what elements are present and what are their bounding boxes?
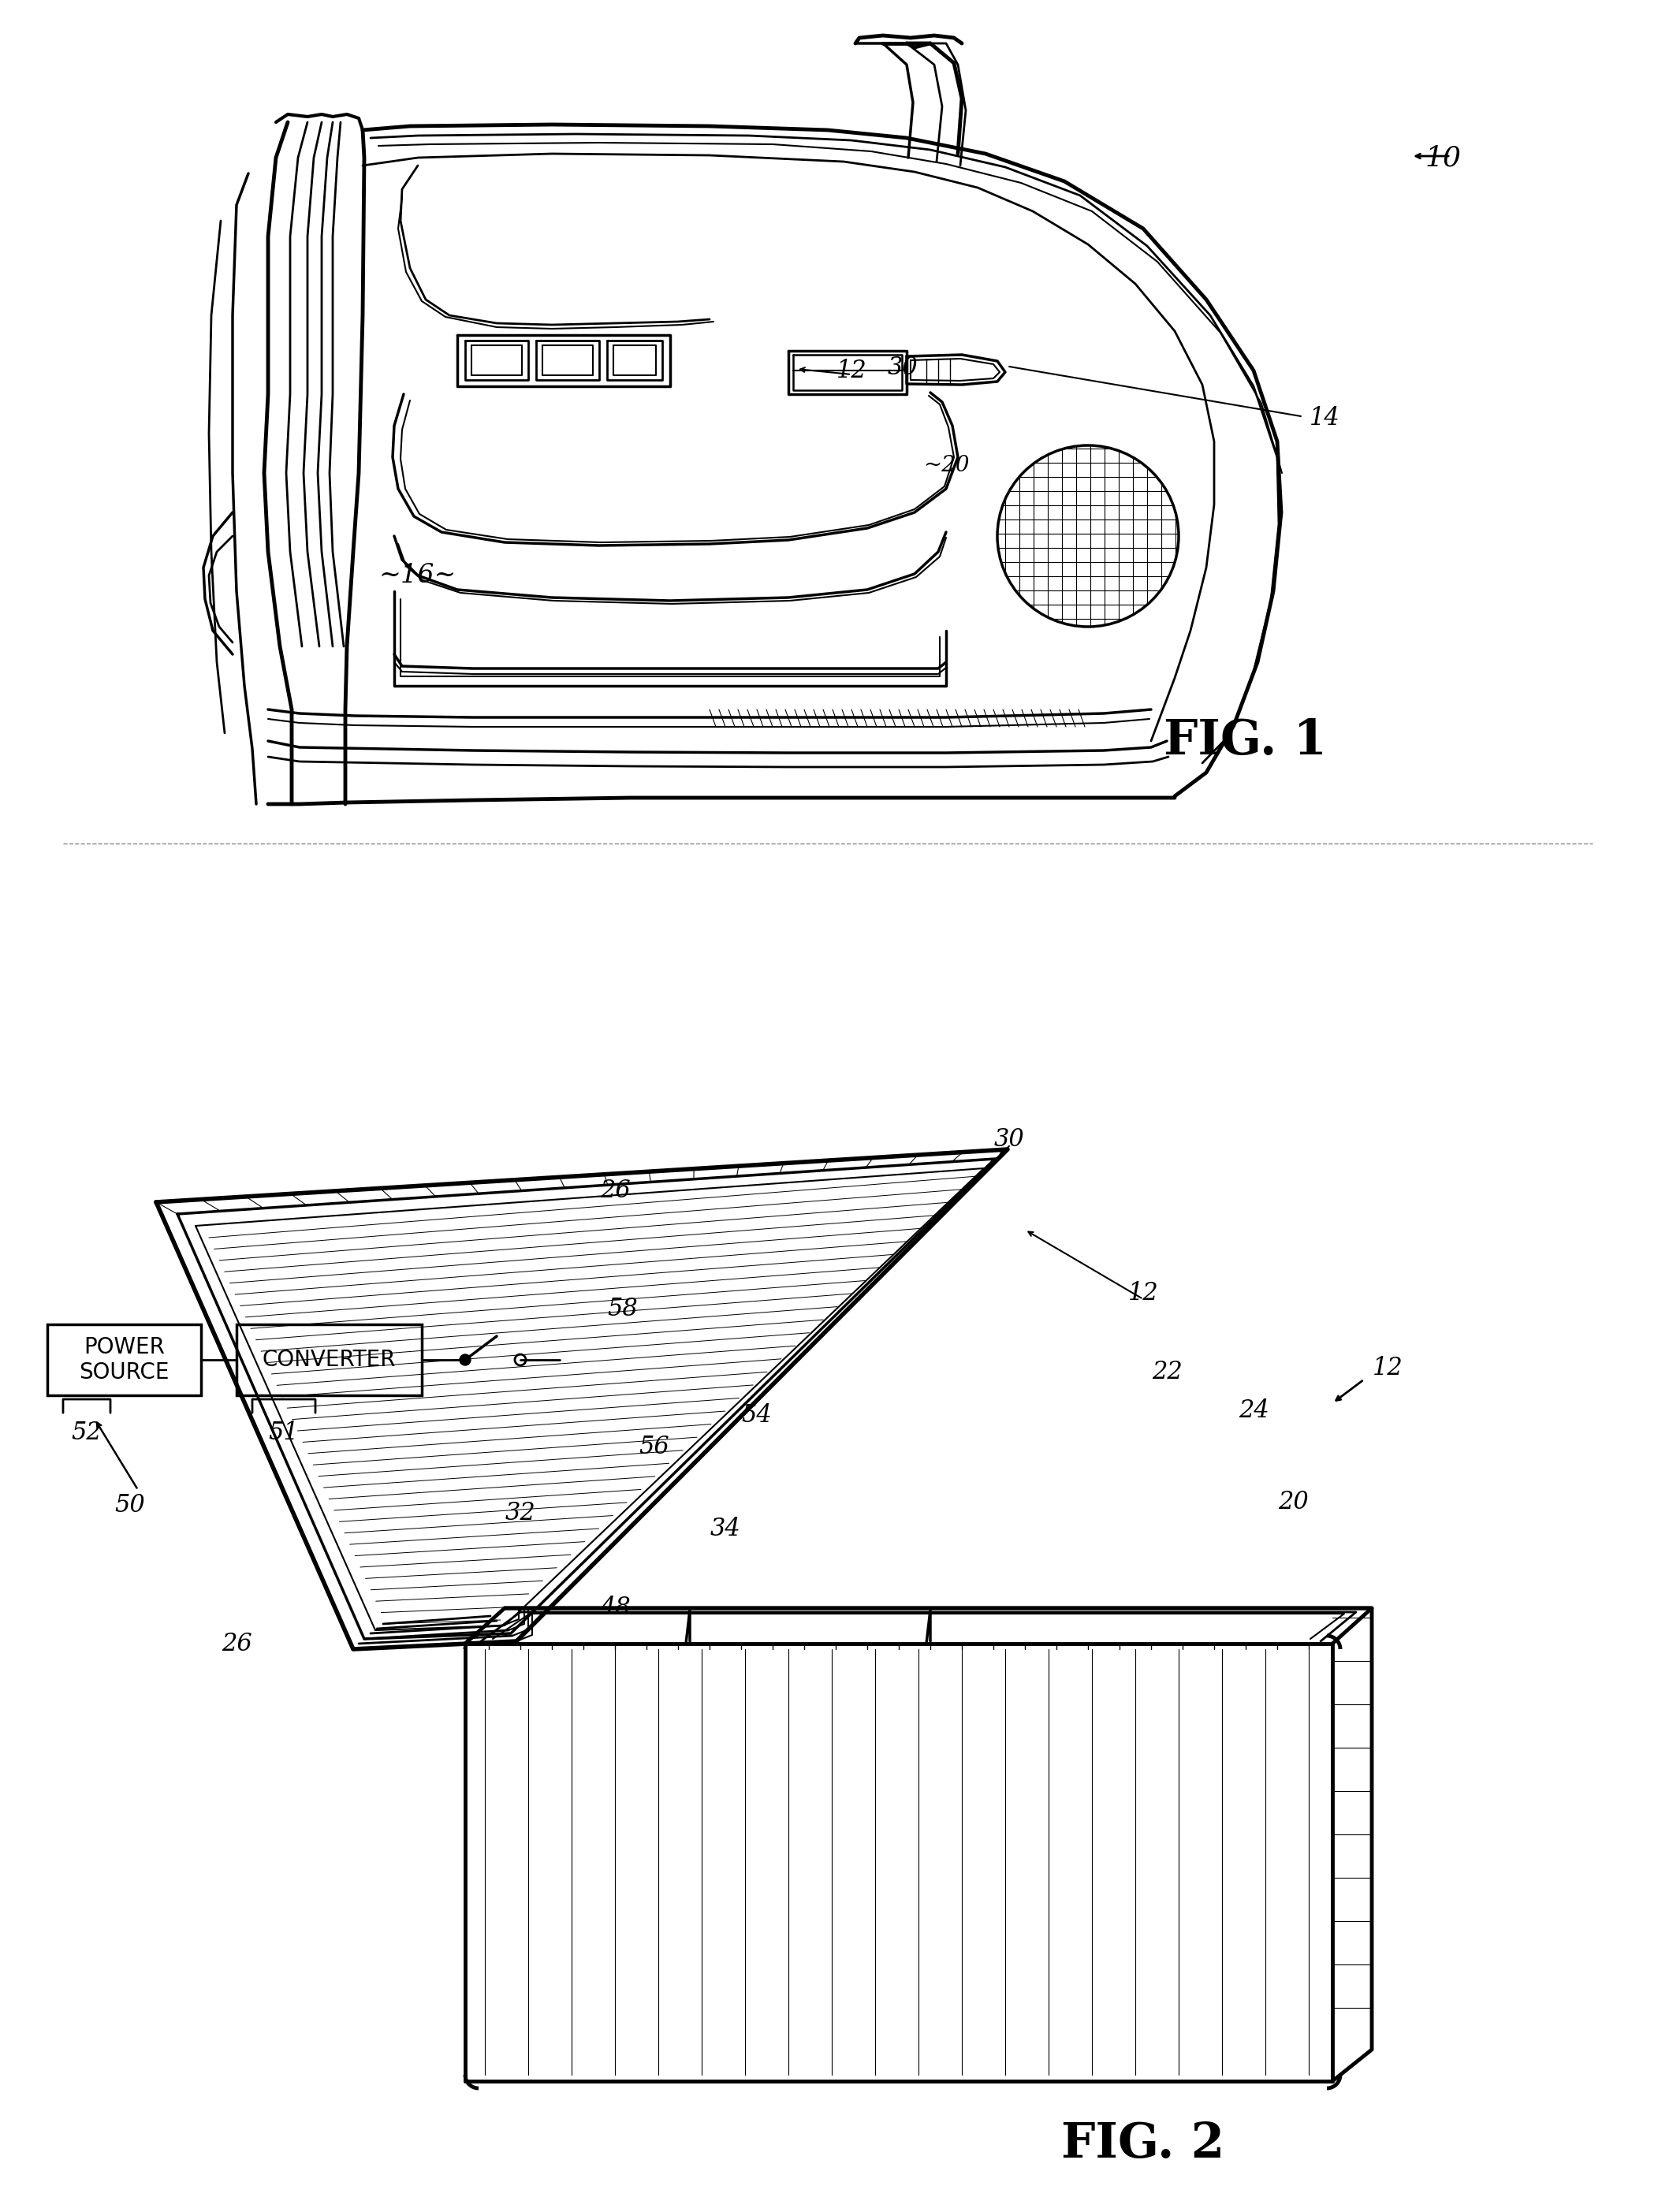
Text: FIG. 1: FIG. 1: [1164, 717, 1328, 765]
Text: 12: 12: [1127, 1281, 1159, 1305]
Text: 34: 34: [710, 1517, 741, 1542]
Text: 12: 12: [1373, 1356, 1403, 1380]
FancyBboxPatch shape: [48, 1325, 201, 1396]
Text: FIG. 2: FIG. 2: [1061, 2121, 1225, 2168]
Text: 22: 22: [1152, 1360, 1182, 1385]
Text: 52: 52: [71, 1420, 103, 1444]
Text: 50: 50: [114, 1493, 146, 1517]
Text: 54: 54: [741, 1402, 773, 1427]
Text: POWER
SOURCE: POWER SOURCE: [80, 1336, 169, 1385]
Text: CONVERTER: CONVERTER: [262, 1349, 396, 1371]
Text: 14: 14: [1310, 405, 1340, 429]
Circle shape: [459, 1354, 471, 1365]
Text: 48: 48: [600, 1595, 630, 1621]
Text: 56: 56: [638, 1433, 670, 1458]
Text: 26: 26: [221, 1632, 252, 1657]
Text: 12: 12: [836, 358, 867, 383]
Text: 58: 58: [607, 1296, 638, 1321]
FancyBboxPatch shape: [237, 1325, 421, 1396]
Text: 10: 10: [1424, 144, 1461, 170]
Text: ~20: ~20: [924, 453, 970, 476]
Text: ~16~: ~16~: [380, 562, 456, 588]
Text: 30: 30: [887, 356, 919, 380]
Text: 30: 30: [993, 1126, 1025, 1150]
Text: 51: 51: [269, 1420, 298, 1444]
Text: 24: 24: [1239, 1398, 1268, 1422]
Text: 26: 26: [600, 1179, 630, 1203]
Text: 20: 20: [1278, 1489, 1308, 1513]
Text: 32: 32: [506, 1502, 536, 1526]
